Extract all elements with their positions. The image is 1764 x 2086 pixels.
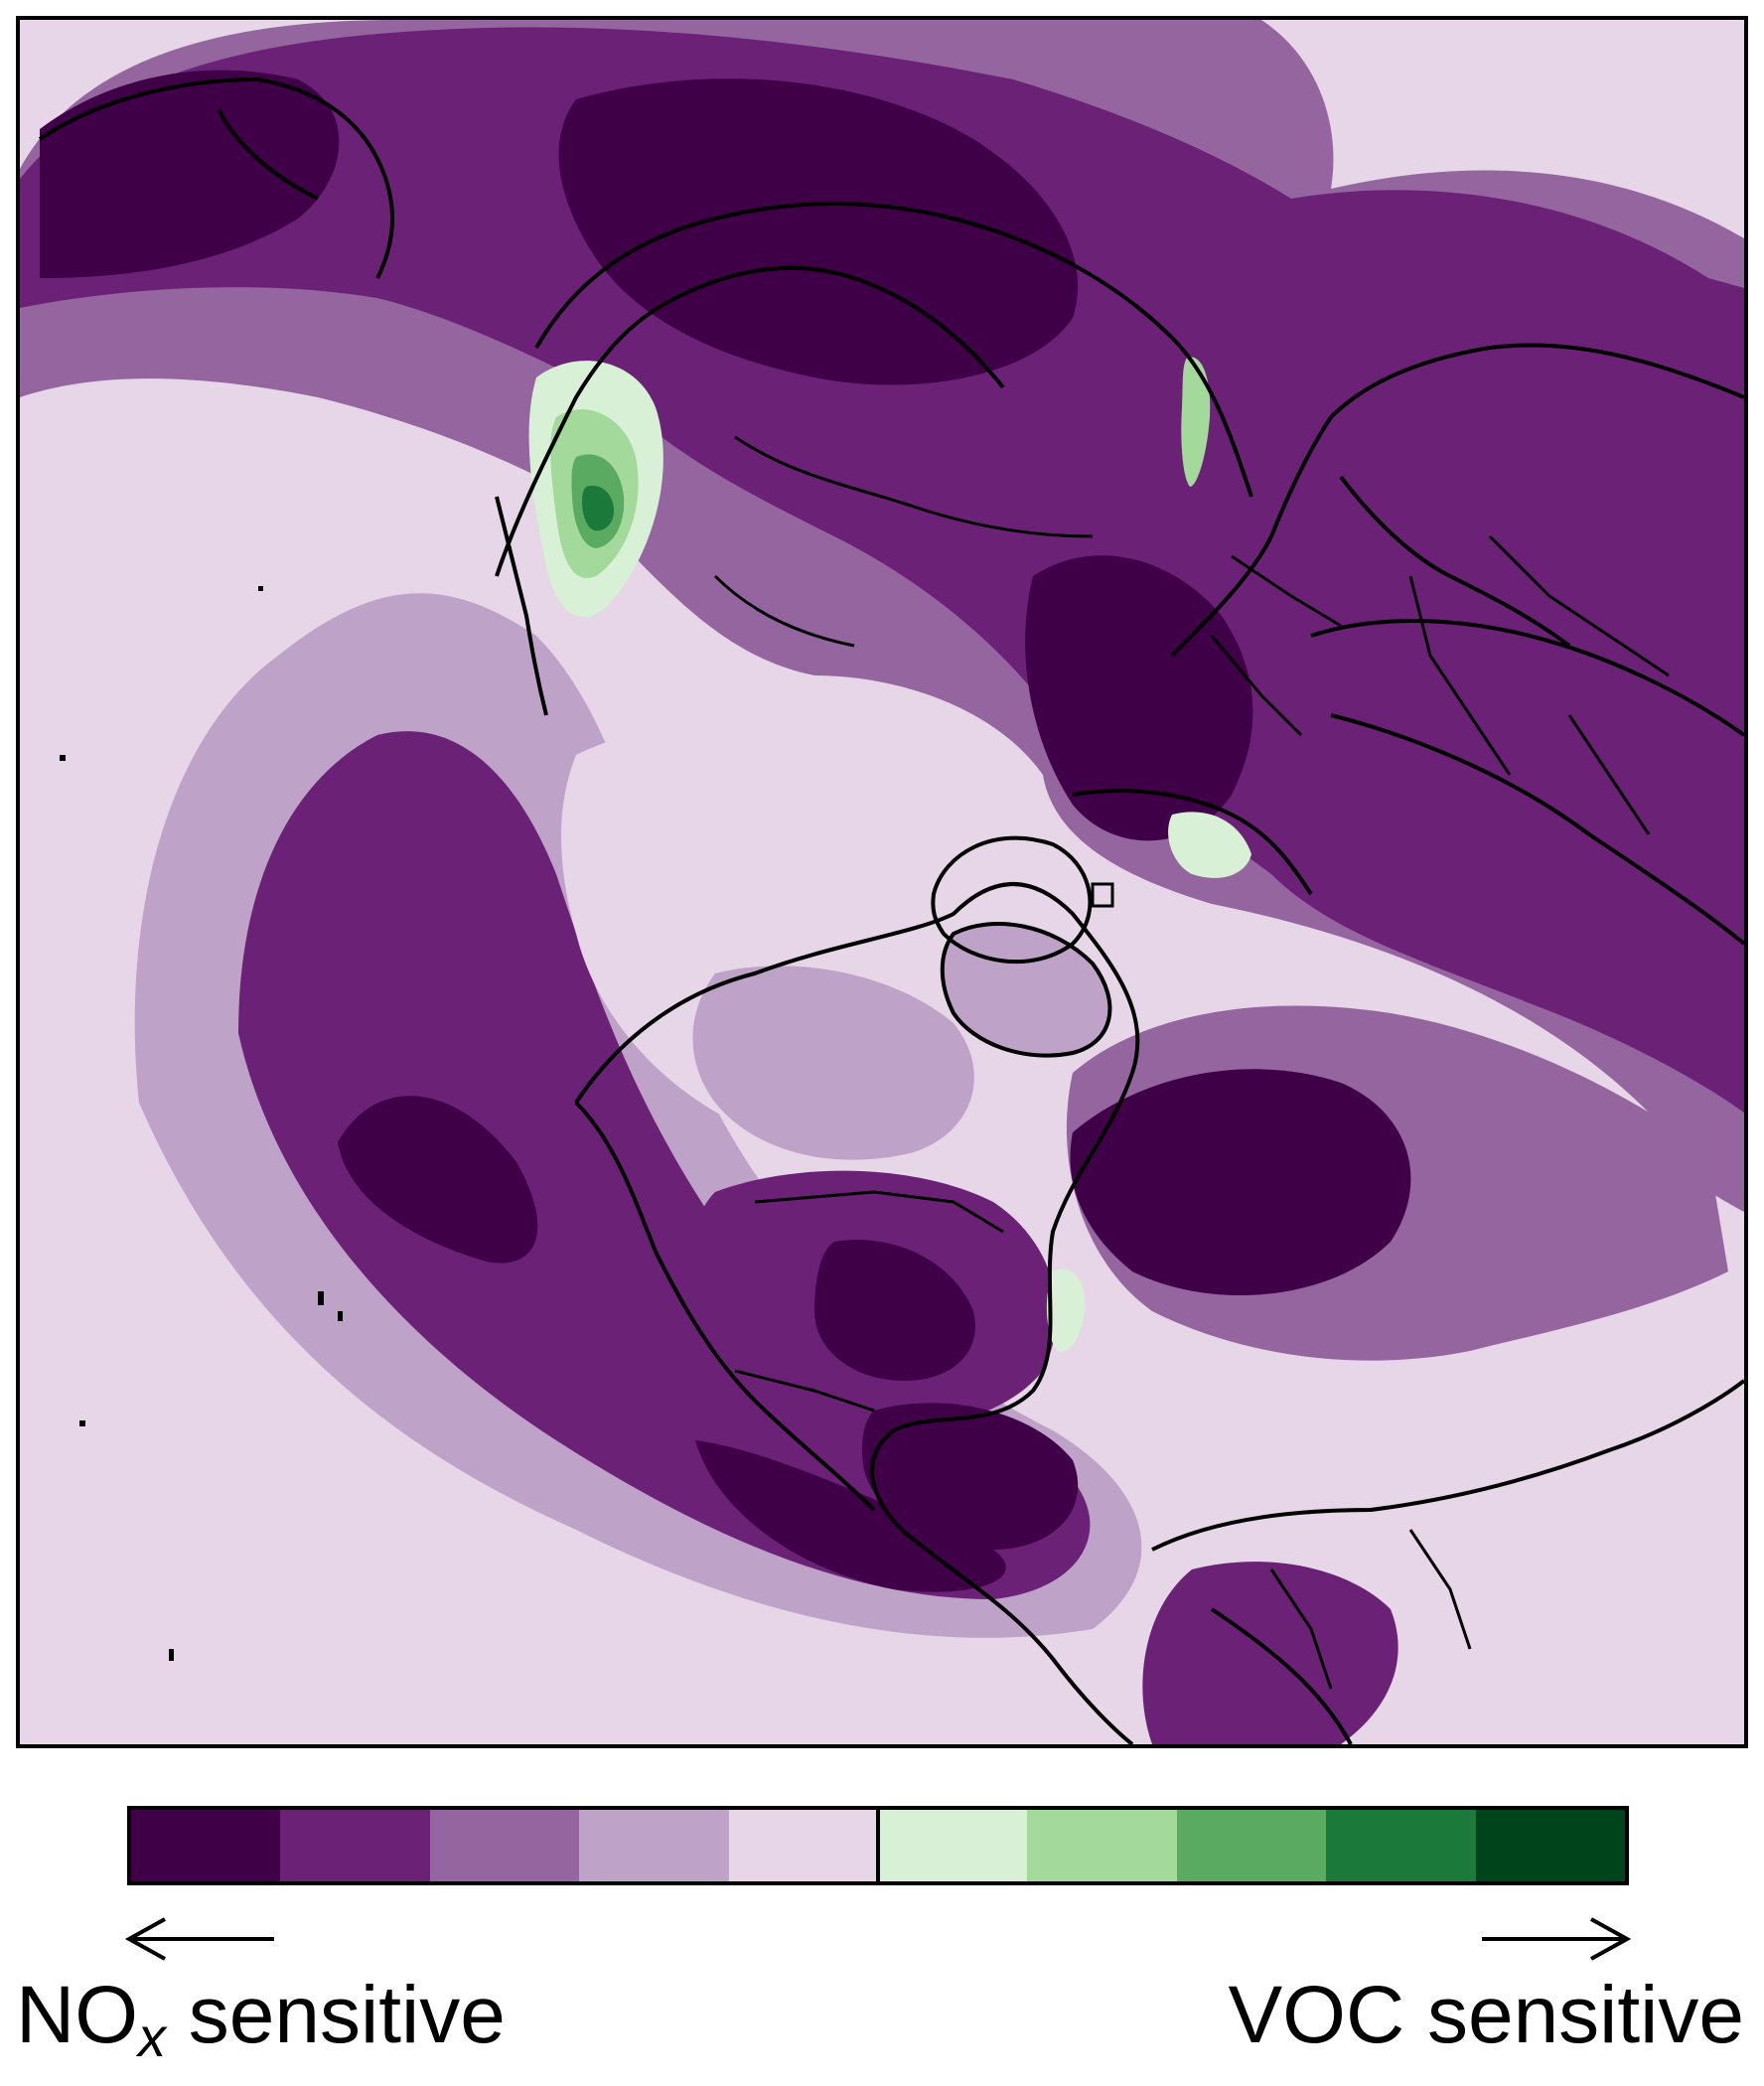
border-china-india bbox=[713, 574, 855, 648]
pacific-band-core-south bbox=[695, 1440, 1006, 1592]
island bbox=[338, 1311, 343, 1321]
russia-core bbox=[1267, 228, 1744, 973]
island bbox=[79, 1420, 85, 1426]
coastlines bbox=[38, 77, 1744, 1744]
colorbar-center-divider bbox=[876, 1810, 880, 1881]
nox-label-main: NO bbox=[16, 1970, 138, 2060]
nox-sensitive-label: NOx sensitive bbox=[16, 1975, 506, 2065]
nox-label-subscript: x bbox=[138, 2006, 166, 2068]
coast-south-america bbox=[1151, 1379, 1744, 1744]
colorbar-swatch bbox=[728, 1810, 879, 1881]
colorbar-swatch bbox=[1326, 1810, 1476, 1881]
border-us-canada bbox=[754, 1190, 1004, 1234]
voc-sensitive-label: VOC sensitive bbox=[1228, 1970, 1744, 2060]
colorbar-swatch bbox=[1176, 1810, 1327, 1881]
coast-japan bbox=[495, 496, 548, 716]
coast-asia-north bbox=[534, 202, 1253, 498]
voc-arrow-icon bbox=[1482, 1917, 1631, 1961]
map-panel bbox=[16, 16, 1748, 1748]
island bbox=[1091, 882, 1114, 908]
island bbox=[318, 1291, 324, 1305]
border-africa-a bbox=[1408, 575, 1512, 776]
gulf-core bbox=[862, 1403, 1079, 1550]
colorbar-swatch bbox=[131, 1810, 281, 1881]
border-africa-b bbox=[1488, 534, 1670, 677]
nox-arrow-icon bbox=[125, 1917, 274, 1961]
atlantic-plume-core bbox=[1070, 1069, 1411, 1295]
colorbar-swatch bbox=[429, 1810, 580, 1881]
coast-africa bbox=[1310, 619, 1744, 946]
border-europe-a bbox=[1210, 635, 1303, 737]
coast-asia-east bbox=[495, 265, 1005, 577]
pacific-band-core bbox=[338, 1096, 538, 1264]
coast-north-america bbox=[574, 882, 1140, 1744]
colorbar bbox=[127, 1806, 1629, 1885]
colorbar-swatch bbox=[280, 1810, 430, 1881]
coast-mediterranean bbox=[1072, 789, 1313, 896]
islands bbox=[60, 586, 1114, 1661]
coast-europe bbox=[1170, 343, 1744, 658]
voc-patch-europe bbox=[1168, 812, 1251, 878]
colorbar-swatch bbox=[579, 1810, 729, 1881]
island bbox=[258, 586, 263, 591]
coast-alaska bbox=[38, 77, 394, 279]
coast-middle-east bbox=[1339, 475, 1571, 648]
usa-east-core bbox=[814, 1240, 975, 1381]
colorbar-swatch bbox=[878, 1810, 1028, 1881]
border-south-america bbox=[1269, 1529, 1472, 1690]
nox-label-rest: sensitive bbox=[166, 1970, 506, 2060]
voc-patch-east-asia-core bbox=[582, 485, 614, 531]
voc-patch-uk bbox=[1181, 357, 1211, 487]
colorbar-swatch bbox=[1027, 1810, 1177, 1881]
island bbox=[60, 755, 66, 761]
europe-core bbox=[1025, 555, 1253, 841]
alaska-core bbox=[40, 70, 340, 279]
border-us-mexico bbox=[734, 1369, 875, 1413]
colorbar-swatch bbox=[1475, 1810, 1626, 1881]
country-borders bbox=[713, 435, 1670, 1690]
voc-patch-us-east bbox=[1046, 1268, 1086, 1352]
arctic-core bbox=[558, 78, 1079, 385]
border-russia-china bbox=[734, 435, 1094, 538]
island bbox=[169, 1649, 174, 1661]
coast-west-north-america bbox=[574, 1101, 876, 1512]
canada-mid bbox=[692, 966, 974, 1160]
border-europe-b bbox=[1231, 554, 1342, 628]
coast-greenland bbox=[931, 835, 1093, 965]
sensitivity-map bbox=[20, 20, 1744, 1744]
border-africa-c bbox=[1567, 714, 1651, 835]
